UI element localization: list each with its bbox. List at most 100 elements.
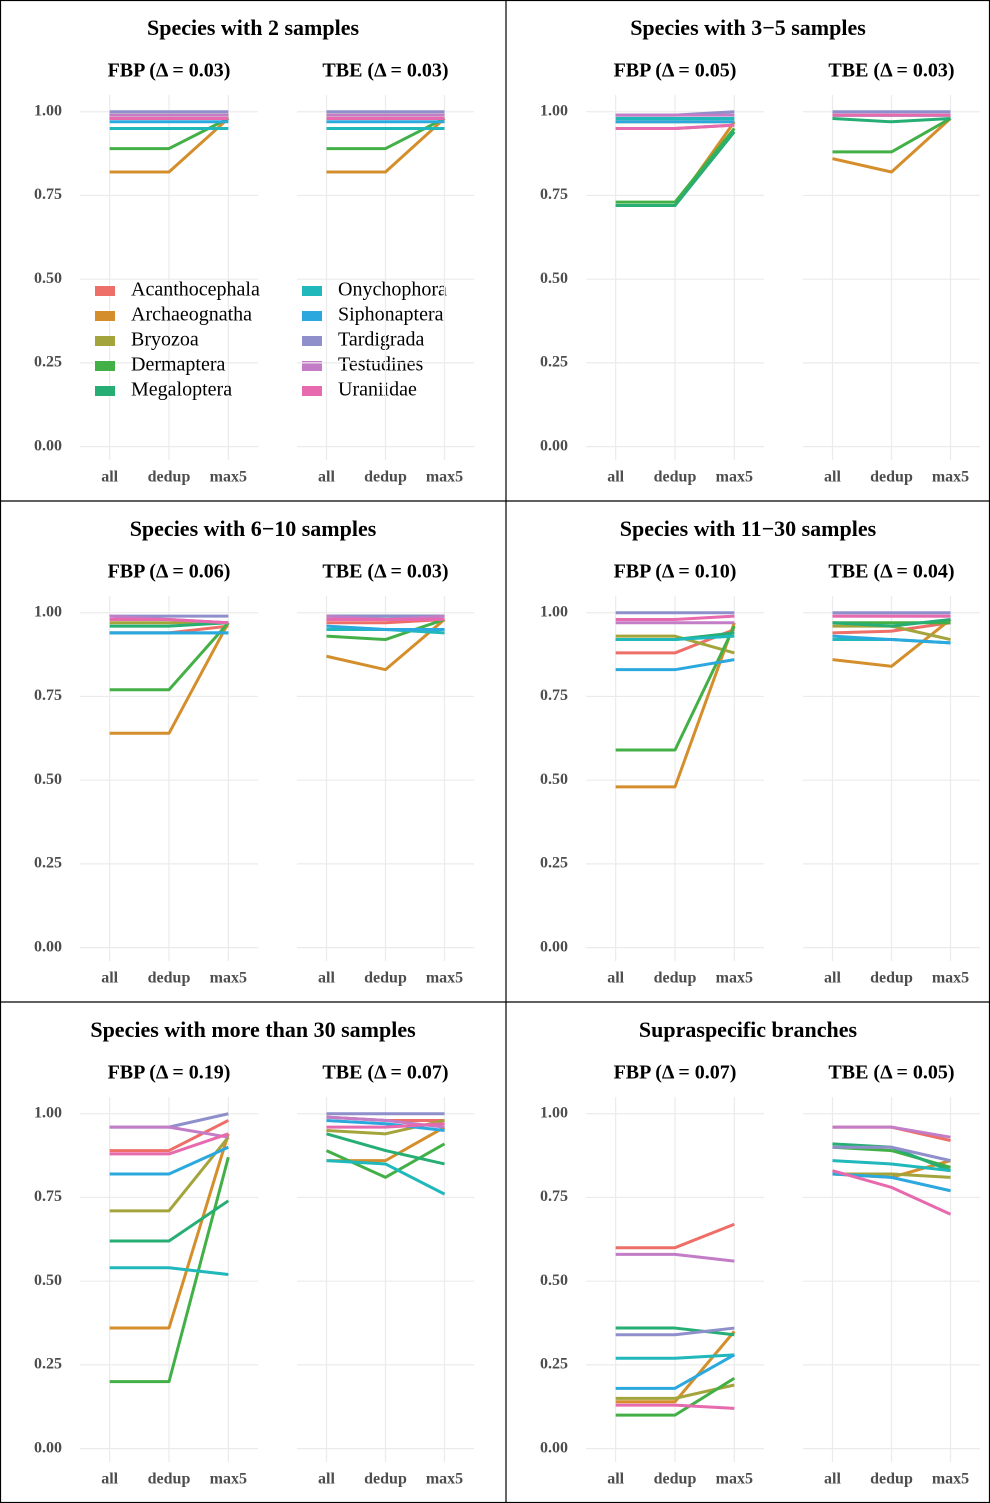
y-tick-label: 0.75 — [540, 186, 568, 203]
x-tick-label: max5 — [932, 1471, 969, 1488]
x-tick-label: max5 — [210, 1471, 247, 1488]
series-line — [109, 1119, 230, 1153]
series-line — [615, 634, 735, 642]
x-tick-label: max5 — [932, 469, 969, 486]
series-line — [615, 1353, 736, 1390]
legend-label: Onychophora — [338, 279, 447, 301]
y-tick-label: 0.00 — [34, 938, 62, 955]
series-line — [326, 618, 445, 642]
y-tick-label: 0.00 — [540, 437, 568, 454]
x-tick-label: dedup — [148, 1471, 191, 1488]
series-line — [615, 1353, 735, 1360]
series-line — [615, 1377, 736, 1417]
panel-title: Species with 3−5 samples — [630, 15, 866, 40]
series-line — [832, 1159, 951, 1173]
subplot-title: TBE (Δ = 0.07) — [322, 1062, 448, 1084]
panel-title: Supraspecific branches — [639, 1017, 858, 1042]
panel-title: Species with 2 samples — [147, 15, 360, 40]
x-tick-label: max5 — [210, 469, 247, 486]
subplot-title: FBP (Δ = 0.07) — [614, 1062, 737, 1084]
series-line — [109, 1156, 230, 1384]
x-tick-label: dedup — [870, 1471, 913, 1488]
legend-key — [95, 386, 115, 396]
y-tick-label: 0.25 — [34, 855, 62, 872]
series-line — [615, 130, 736, 208]
series-line — [109, 1133, 230, 1330]
x-tick-label: dedup — [148, 970, 191, 987]
legend-label: Tardigrada — [338, 329, 424, 351]
series-line — [832, 621, 951, 635]
x-tick-label: max5 — [426, 970, 463, 987]
panel-title: Species with more than 30 samples — [90, 1017, 416, 1042]
y-tick-label: 1.00 — [540, 1104, 568, 1121]
y-tick-label: 0.25 — [540, 1356, 568, 1373]
subplot-title: TBE (Δ = 0.05) — [828, 1062, 954, 1084]
y-tick-label: 0.00 — [540, 1439, 568, 1456]
legend-key — [302, 361, 322, 371]
y-tick-label: 0.25 — [34, 354, 62, 371]
y-tick-label: 0.50 — [540, 771, 568, 788]
legend-key — [302, 386, 322, 396]
x-tick-label: all — [101, 1471, 118, 1488]
y-tick-label: 1.00 — [34, 102, 62, 119]
x-tick-label: all — [607, 970, 624, 987]
series-line — [615, 123, 735, 130]
x-tick-label: all — [318, 469, 335, 486]
series-line — [832, 117, 952, 154]
series-line — [109, 621, 230, 692]
x-tick-label: dedup — [364, 1471, 407, 1488]
x-tick-label: all — [318, 970, 335, 987]
legend-label: Bryozoa — [131, 329, 199, 351]
subplot-title: FBP (Δ = 0.06) — [108, 561, 231, 583]
series-line — [832, 1169, 952, 1216]
series-line — [109, 617, 229, 625]
x-tick-label: dedup — [364, 469, 407, 486]
legend-key — [95, 286, 115, 296]
panel-title: Species with 6−10 samples — [130, 516, 377, 541]
series-line — [615, 634, 735, 655]
x-tick-label: max5 — [426, 469, 463, 486]
x-tick-label: dedup — [654, 970, 697, 987]
x-tick-label: dedup — [148, 469, 191, 486]
x-tick-label: max5 — [716, 469, 753, 486]
x-tick-label: dedup — [654, 1471, 697, 1488]
y-tick-label: 0.75 — [540, 687, 568, 704]
x-tick-label: all — [607, 469, 624, 486]
subplot-title: FBP (Δ = 0.19) — [108, 1062, 231, 1084]
x-tick-label: dedup — [654, 469, 697, 486]
legend-label: Archaeognatha — [131, 304, 252, 326]
series-line — [326, 117, 446, 174]
series-line — [109, 1266, 229, 1276]
series-line — [832, 1125, 951, 1139]
x-tick-label: dedup — [364, 970, 407, 987]
x-tick-label: all — [824, 1471, 841, 1488]
legend-key — [95, 311, 115, 321]
legend-label: Acanthocephala — [131, 279, 260, 301]
x-tick-label: all — [607, 1471, 624, 1488]
series-line — [615, 1326, 735, 1337]
series-line — [615, 625, 736, 752]
x-tick-label: max5 — [716, 970, 753, 987]
legend-key — [95, 336, 115, 346]
subplot-title: FBP (Δ = 0.05) — [614, 60, 737, 82]
series-line — [326, 1122, 445, 1129]
subplot-title: FBP (Δ = 0.10) — [614, 561, 737, 583]
y-tick-label: 0.50 — [540, 1272, 568, 1289]
series-line — [326, 618, 446, 672]
series-line — [832, 117, 952, 174]
series-line — [615, 622, 736, 789]
series-line — [109, 1199, 230, 1243]
legend-label: Testudines — [338, 354, 423, 376]
y-tick-label: 0.00 — [34, 437, 62, 454]
x-tick-label: max5 — [426, 1471, 463, 1488]
y-tick-label: 0.50 — [34, 771, 62, 788]
panel-title: Species with 11−30 samples — [620, 516, 877, 541]
y-tick-label: 0.50 — [34, 270, 62, 287]
series-line — [109, 1145, 229, 1176]
y-tick-label: 0.25 — [540, 354, 568, 371]
legend-label: Siphonaptera — [338, 304, 444, 326]
series-line — [832, 116, 951, 124]
y-tick-label: 0.25 — [34, 1356, 62, 1373]
x-tick-label: all — [824, 469, 841, 486]
